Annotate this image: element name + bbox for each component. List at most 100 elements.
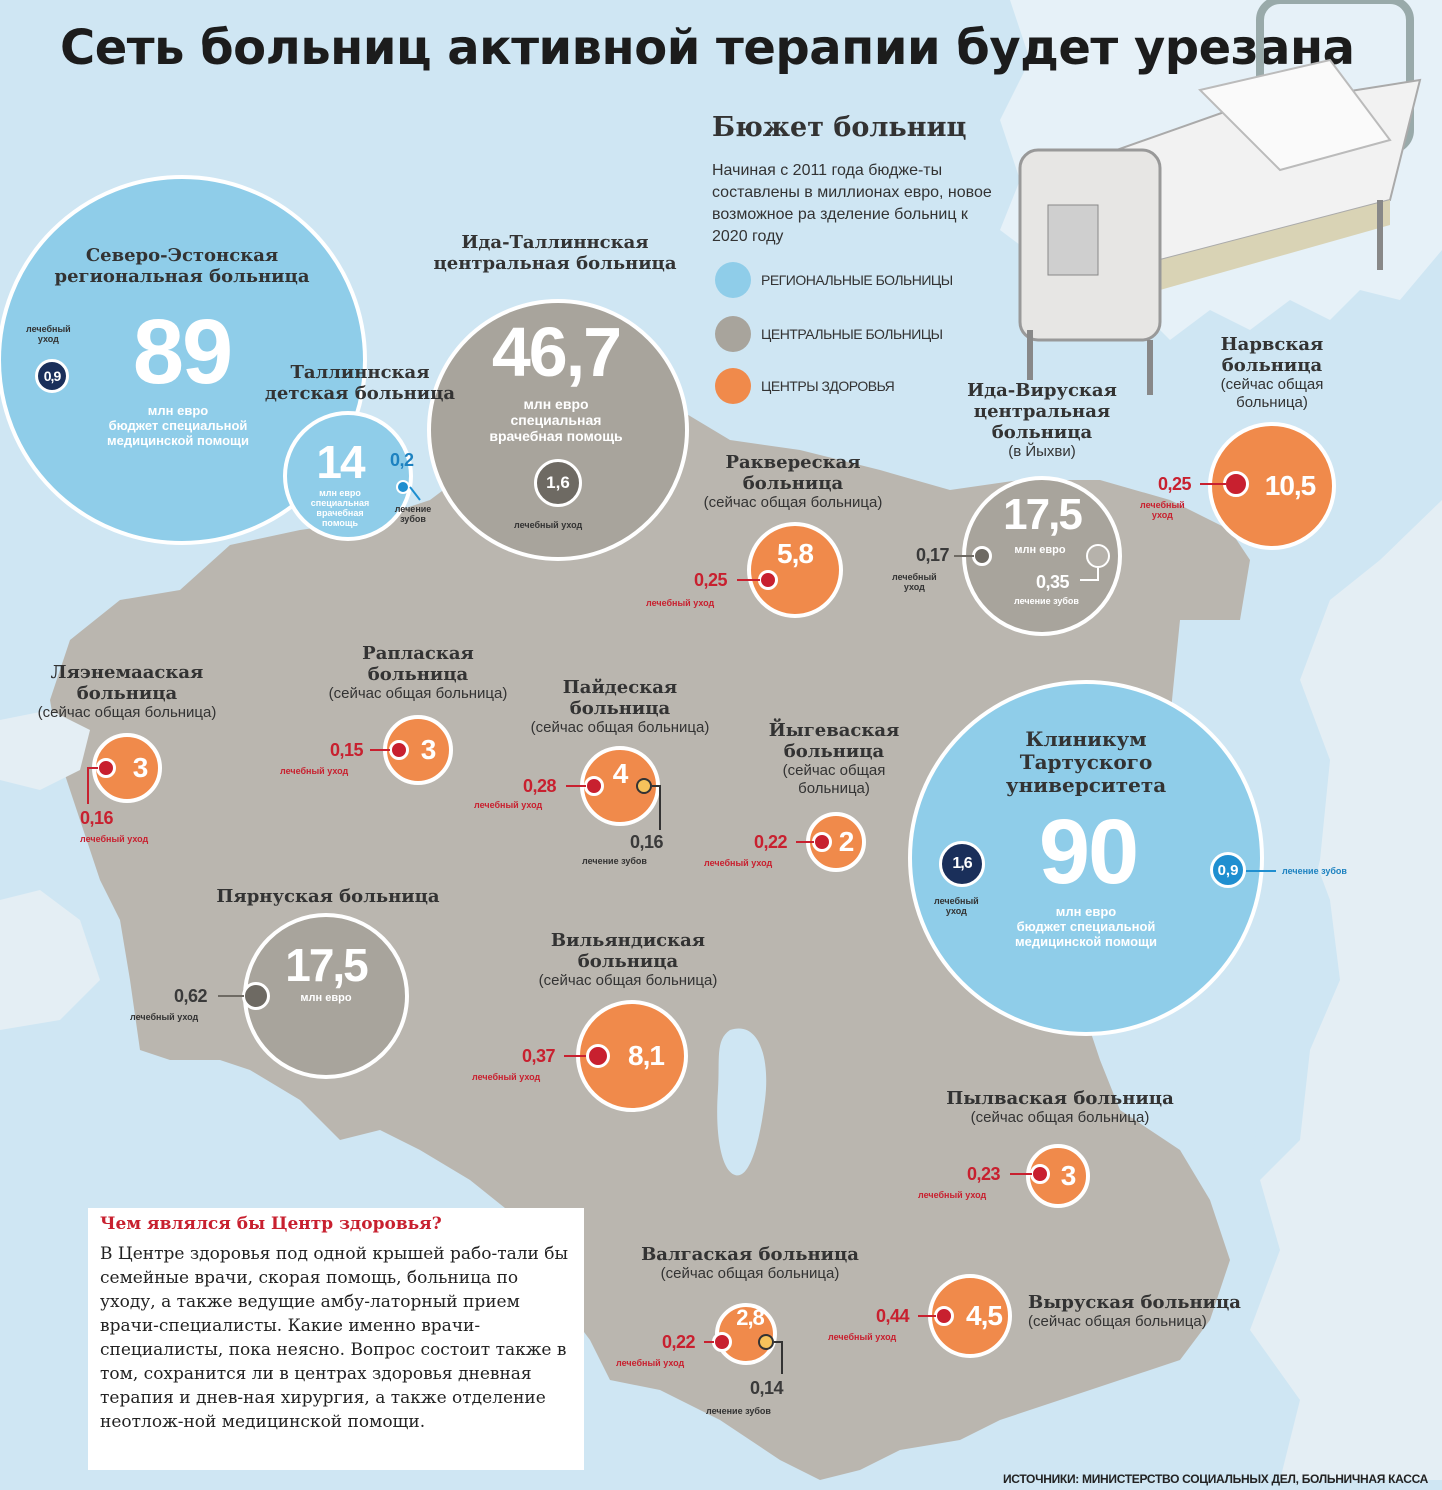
light-blue-circle-icon xyxy=(715,262,751,298)
viljandi-label: Вильяндиская больница (сейчас общая боль… xyxy=(538,930,718,989)
dental-label: лечение зубов xyxy=(1014,596,1079,606)
care-dot: 0,9 xyxy=(35,359,69,393)
care-label: лечебный уход xyxy=(26,324,71,344)
dental-label: лечение зубов xyxy=(706,1406,771,1416)
dental-label: лечение зубов xyxy=(582,856,647,866)
dental-value: 0,35 xyxy=(1036,572,1070,592)
care-value: 0,37 xyxy=(522,1046,556,1066)
care-value: 0,15 xyxy=(330,740,364,760)
north-estonia-caption: млн евро бюджет специальной медицинской … xyxy=(106,403,250,448)
tallinn-children-caption: млн евро специальная врачебная помощь xyxy=(310,488,370,528)
narva-value: 10,5 xyxy=(1264,470,1316,501)
tallinn-children-circle xyxy=(283,411,413,541)
care-dot xyxy=(758,570,778,590)
voru-label: Выруская больница (сейчас общая больница… xyxy=(1028,1292,1241,1330)
care-label: лечебный уход xyxy=(704,858,773,868)
care-label: лечебный уход xyxy=(892,572,937,592)
legend-item-health-center: ЦЕНТРЫ ЗДОРОВЬЯ xyxy=(715,368,895,404)
care-value: 0,28 xyxy=(523,776,557,796)
ida-tallinn-caption: млн евро специальная врачебная помощь xyxy=(489,396,623,444)
dental-dot xyxy=(758,1334,774,1350)
mainland xyxy=(50,410,1250,1480)
dental-dot xyxy=(1086,544,1110,568)
page-title: Сеть больниц активной терапии будет урез… xyxy=(60,20,1355,76)
rakvere-value: 5,8 xyxy=(777,538,814,569)
parnu-circle xyxy=(243,913,409,1079)
viljandi-value: 8,1 xyxy=(628,1040,665,1071)
care-value: 0,25 xyxy=(1158,474,1192,494)
tartu-label: Клиникум Тартуского университета xyxy=(1005,727,1167,797)
legend-item-central: ЦЕНТРАЛЬНЫЕ БОЛЬНИЦЫ xyxy=(715,316,943,352)
hospital-bed-illustration xyxy=(1018,0,1422,395)
dental-value: 0,2 xyxy=(390,450,414,470)
laanemaa-value: 3 xyxy=(132,752,149,783)
ida-viru-value: 17,5 xyxy=(1003,490,1083,539)
care-value: 0,22 xyxy=(662,1332,696,1352)
parnu-caption: млн евро xyxy=(300,992,352,1004)
north-estonia-label: Северо-Эстонская региональная больница xyxy=(55,245,310,287)
hospital-name: Северо-Эстонская xyxy=(85,245,279,266)
dental-label: лечение зубов xyxy=(1282,866,1347,876)
dental-value: 0,16 xyxy=(630,832,664,852)
rakvere-circle xyxy=(747,522,843,618)
saaremaa-island xyxy=(0,890,100,1030)
paide-value: 4 xyxy=(612,758,629,789)
tallinn-children-label: Таллиннская детская больница xyxy=(264,362,456,404)
dental-label: лечение зубов xyxy=(394,504,432,524)
care-dot xyxy=(389,740,409,760)
ida-tallinn-value: 46,7 xyxy=(491,313,622,391)
grey-circle-icon xyxy=(715,316,751,352)
tartu-value: 90 xyxy=(1038,801,1139,903)
laanemaa-label: Ляэнемааская больница (сейчас общая боль… xyxy=(37,662,217,721)
sources: ИСТОЧНИКИ: МИНИСТЕРСТВО СОЦИАЛЬНЫХ ДЕЛ, … xyxy=(1002,1472,1428,1486)
parnu-value: 17,5 xyxy=(285,939,369,991)
dental-dot: 0,9 xyxy=(1210,852,1246,888)
polva-circle xyxy=(1026,1144,1090,1208)
russia-land xyxy=(1250,500,1442,1480)
care-value: 0,22 xyxy=(754,832,788,852)
care-label: лечебный уход xyxy=(918,1190,987,1200)
care-value: 0,23 xyxy=(967,1164,1001,1184)
legend-description: Начиная с 2011 года бюдже-ты составлены … xyxy=(712,162,992,245)
valga-value: 2,8 xyxy=(736,1305,765,1330)
parnu-label: Пярнуская больница xyxy=(216,886,440,907)
narva-label: Нарвская больница (сейчас общая больница… xyxy=(1220,334,1324,411)
care-dot xyxy=(1030,1164,1050,1184)
dental-connector xyxy=(1246,870,1276,872)
orange-circle-icon xyxy=(715,368,751,404)
legend-label: РЕГИОНАЛЬНЫЕ БОЛЬНИЦЫ xyxy=(761,272,953,288)
dental-value: 0,14 xyxy=(750,1378,784,1398)
ida-viru-label: Ида-Вируская центральная больница (в Йых… xyxy=(967,380,1117,460)
ida-tallinn-label: Ида-Таллиннская центральная больница xyxy=(433,232,677,274)
jogeva-label: Йыгеваская больница (сейчас общая больни… xyxy=(768,720,900,797)
care-label: лечебный уход xyxy=(80,834,149,844)
info-box: Чем являлся бы Центр здоровья? В Центре … xyxy=(88,1208,584,1470)
care-dot xyxy=(584,776,604,796)
care-value: 0,25 xyxy=(694,570,728,590)
care-dot xyxy=(934,1306,954,1326)
care-value: 0,62 xyxy=(174,986,208,1006)
care-dot xyxy=(812,832,832,852)
care-label: лечебный уход xyxy=(934,896,979,916)
care-label: лечебный уход xyxy=(828,1332,897,1342)
rakvere-label: Раквереская больница (сейчас общая больн… xyxy=(703,452,883,511)
care-dot: 1,6 xyxy=(534,459,582,507)
care-dot xyxy=(586,1044,610,1068)
dental-dot xyxy=(636,778,652,794)
care-value: 0,16 xyxy=(80,808,114,828)
care-value: 0,44 xyxy=(876,1306,910,1326)
polva-label: Пылваская больница (сейчас общая больниц… xyxy=(946,1088,1174,1126)
care-dot xyxy=(242,982,270,1010)
rapla-label: Рапласкaя больница (сейчас общая больниц… xyxy=(328,643,508,702)
legend-title: Бюжет больниц xyxy=(712,112,967,143)
paide-label: Пайдеская больница (сейчас общая больниц… xyxy=(530,677,710,736)
care-dot xyxy=(96,758,116,778)
care-label: лечебный уход xyxy=(280,766,349,776)
info-box-text: В Центре здоровья под одной крышей рабо-… xyxy=(100,1244,569,1432)
care-label: лечебный уход xyxy=(474,800,543,810)
hiiumaa-island xyxy=(0,710,90,790)
care-dot xyxy=(712,1332,732,1352)
legend-label: ЦЕНТРАЛЬНЫЕ БОЛЬНИЦЫ xyxy=(761,326,943,342)
care-label: лечебный уход xyxy=(646,598,715,608)
lake-vortsjarv xyxy=(717,1028,767,1176)
